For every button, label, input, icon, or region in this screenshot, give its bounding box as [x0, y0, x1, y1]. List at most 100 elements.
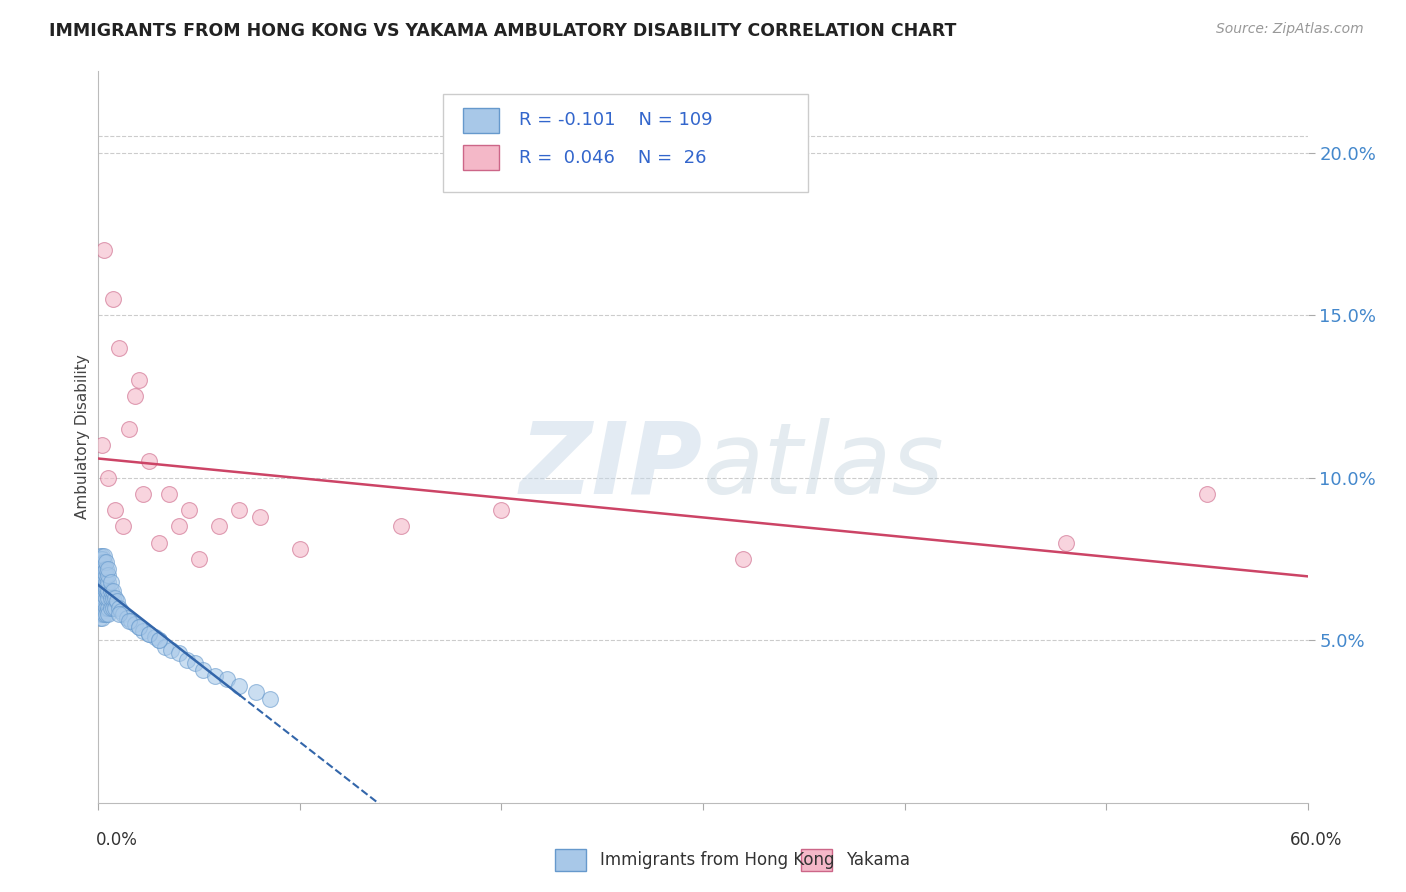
Point: [111, 607, 134, 622]
Point: [118, 614, 141, 628]
Point: [91, 600, 114, 615]
Point: [91, 562, 114, 576]
Point: [89, 572, 111, 586]
Point: [89, 607, 111, 622]
Point: [120, 614, 142, 628]
Point: [91, 588, 114, 602]
Point: [107, 341, 129, 355]
Point: [1054, 535, 1077, 549]
Point: [103, 591, 125, 605]
Point: [176, 653, 198, 667]
Point: [96, 584, 118, 599]
Point: [96, 555, 118, 569]
Point: [491, 503, 513, 517]
Text: Immigrants from Hong Kong: Immigrants from Hong Kong: [600, 851, 835, 869]
Point: [208, 519, 231, 533]
Point: [89, 558, 111, 573]
Point: [105, 594, 128, 608]
Point: [100, 591, 122, 605]
Text: 60.0%: 60.0%: [1291, 831, 1343, 849]
Point: [245, 685, 267, 699]
Point: [101, 600, 124, 615]
Point: [217, 673, 239, 687]
Point: [128, 620, 150, 634]
Point: [91, 607, 114, 622]
Point: [91, 549, 114, 563]
Point: [132, 487, 155, 501]
Point: [89, 555, 111, 569]
Point: [93, 581, 115, 595]
Point: [89, 584, 111, 599]
Point: [91, 610, 114, 624]
Point: [93, 578, 115, 592]
Point: [97, 591, 120, 605]
Point: [138, 454, 160, 468]
Point: [228, 679, 250, 693]
Point: [389, 519, 412, 533]
Point: [91, 558, 114, 573]
Point: [288, 542, 311, 557]
Point: [148, 535, 170, 549]
Point: [167, 519, 190, 533]
Point: [93, 591, 115, 605]
Point: [97, 584, 120, 599]
Text: ZIP: ZIP: [520, 417, 703, 515]
Point: [93, 588, 115, 602]
Point: [96, 581, 118, 595]
Point: [128, 373, 150, 387]
Point: [1195, 487, 1218, 501]
Point: [91, 584, 114, 599]
Point: [93, 243, 115, 257]
Point: [91, 565, 114, 579]
Point: [97, 574, 120, 589]
Point: [249, 509, 271, 524]
Text: atlas: atlas: [703, 417, 945, 515]
Point: [89, 562, 111, 576]
Point: [107, 607, 129, 622]
Point: [101, 584, 124, 599]
Point: [96, 607, 118, 622]
Point: [107, 600, 129, 615]
Point: [128, 620, 150, 634]
Point: [93, 594, 115, 608]
Point: [89, 610, 111, 624]
Point: [110, 604, 132, 618]
Point: [89, 574, 111, 589]
Point: [101, 591, 124, 605]
Text: R = -0.101    N = 109: R = -0.101 N = 109: [519, 112, 713, 129]
Point: [93, 607, 115, 622]
Point: [111, 519, 134, 533]
Point: [96, 591, 118, 605]
Point: [259, 691, 281, 706]
Point: [184, 656, 207, 670]
Point: [96, 600, 118, 615]
Point: [93, 572, 115, 586]
Text: 0.0%: 0.0%: [96, 831, 138, 849]
Point: [153, 640, 176, 654]
Point: [89, 578, 111, 592]
Point: [93, 549, 115, 563]
Point: [89, 588, 111, 602]
Point: [179, 503, 201, 517]
Point: [138, 626, 160, 640]
Point: [733, 552, 755, 566]
Text: Yakama: Yakama: [846, 851, 911, 869]
Point: [93, 584, 115, 599]
Point: [118, 422, 141, 436]
Text: R =  0.046    N =  26: R = 0.046 N = 26: [519, 149, 706, 167]
Point: [143, 630, 166, 644]
Point: [96, 568, 118, 582]
Point: [89, 594, 111, 608]
Point: [91, 578, 114, 592]
Point: [138, 626, 160, 640]
Y-axis label: Ambulatory Disability: Ambulatory Disability: [75, 355, 90, 519]
Point: [91, 598, 114, 612]
Point: [91, 604, 114, 618]
Point: [101, 292, 124, 306]
Point: [91, 581, 114, 595]
Point: [91, 572, 114, 586]
Point: [96, 578, 118, 592]
Point: [100, 600, 122, 615]
Point: [89, 565, 111, 579]
Point: [91, 594, 114, 608]
